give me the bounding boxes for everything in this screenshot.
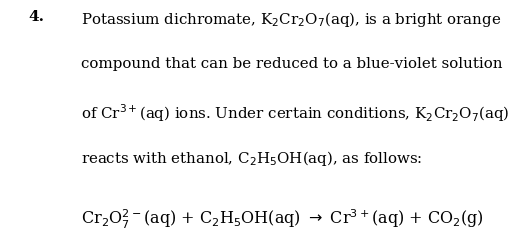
Text: reacts with ethanol, C$_2$H$_5$OH(aq), as follows:: reacts with ethanol, C$_2$H$_5$OH(aq), a…	[81, 149, 423, 168]
Text: 4.: 4.	[29, 10, 45, 24]
Text: Cr$_2$O$_7^{2-}$(aq) + C$_2$H$_5$OH(aq) $\rightarrow$ Cr$^{3+}$(aq) + CO$_2$(g): Cr$_2$O$_7^{2-}$(aq) + C$_2$H$_5$OH(aq) …	[81, 208, 484, 231]
Text: compound that can be reduced to a blue-violet solution: compound that can be reduced to a blue-v…	[81, 57, 503, 71]
Text: of Cr$^{3+}$(aq) ions. Under certain conditions, K$_2$Cr$_2$O$_7$(aq): of Cr$^{3+}$(aq) ions. Under certain con…	[81, 103, 510, 124]
Text: Potassium dichromate, K$_2$Cr$_2$O$_7$(aq), is a bright orange: Potassium dichromate, K$_2$Cr$_2$O$_7$(a…	[81, 10, 501, 30]
